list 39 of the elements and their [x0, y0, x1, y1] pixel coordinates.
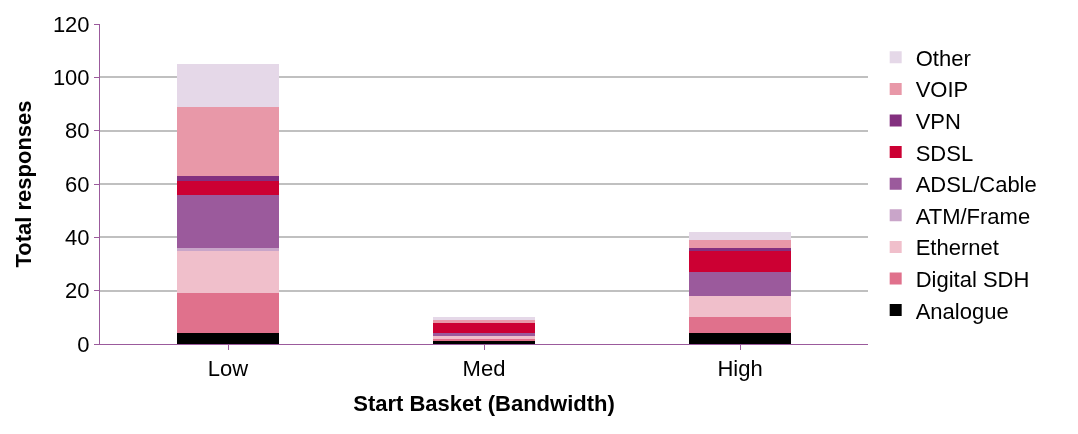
y-tick-label: 0	[77, 331, 90, 357]
bar	[176, 333, 280, 344]
bar	[176, 181, 280, 195]
legend-label: Ethernet	[915, 235, 999, 261]
bar	[176, 293, 280, 334]
bar	[432, 322, 536, 334]
bar	[688, 333, 792, 344]
legend-label: ATM/Frame	[915, 203, 1031, 229]
bar	[688, 250, 792, 272]
bar	[176, 248, 280, 251]
x-axis-title: Start Basket (Bandwidth)	[353, 391, 615, 417]
y-tick-label: 120	[52, 11, 90, 37]
bar	[688, 232, 792, 240]
y-tick-label: 60	[65, 171, 90, 197]
legend-label: VPN	[915, 109, 961, 135]
y-tick-label: 100	[52, 65, 90, 91]
bar	[176, 194, 280, 248]
bar	[688, 248, 792, 251]
legend-label: VOIP	[915, 77, 969, 103]
legend-label: Other	[915, 45, 971, 71]
y-tick-label: 80	[65, 118, 90, 144]
x-tick-label: Low	[207, 356, 249, 382]
legend-label: SDSL	[915, 140, 974, 166]
y-tick-label: 20	[65, 278, 90, 304]
bar	[176, 64, 280, 107]
bar	[688, 296, 792, 318]
x-tick-label: High	[717, 356, 763, 382]
legend-label: Analogue	[915, 298, 1009, 324]
legend-label: Digital SDH	[915, 267, 1030, 293]
y-tick-label: 40	[65, 225, 90, 251]
x-tick-label: Med	[462, 356, 506, 382]
bar	[176, 176, 280, 182]
bar	[176, 250, 280, 294]
bar	[688, 317, 792, 334]
bar	[688, 272, 792, 296]
y-axis-title: Total responses	[10, 100, 36, 268]
bar	[176, 106, 280, 176]
bar	[688, 240, 792, 248]
legend-label: ADSL/Cable	[915, 172, 1037, 198]
